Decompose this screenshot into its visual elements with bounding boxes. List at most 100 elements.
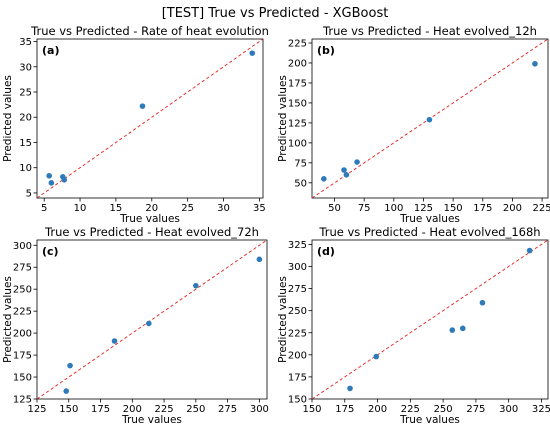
panel-d-title: True vs Predicted - Heat evolved_168h [318, 225, 540, 239]
panel-b: 50 75 100 125 150 175 200 225 50 75 100 125 150 175 20… [277, 24, 550, 225]
panel-c-ytick-label: 125 [13, 395, 32, 406]
panel-b-ytick-label: 100 [288, 138, 307, 149]
panel-c-xtick-label: 175 [91, 404, 110, 415]
panel-b-xtick-label: 125 [414, 203, 433, 214]
panel-b-ytick-label: 175 [288, 78, 307, 89]
panel-c-xtick-label: 150 [59, 404, 78, 415]
panel-b-xtick-label: 50 [328, 203, 341, 214]
panel-b-ytick-label: 50 [294, 178, 307, 189]
panel-c-data-point [67, 362, 73, 369]
panel-d-data-point [459, 325, 466, 332]
panel-b-xtick-label: 150 [444, 203, 463, 214]
panel-c-xtick-label: 200 [123, 404, 142, 415]
panel-d-data-point [526, 247, 533, 254]
panel-a-ytick-label: 15 [19, 138, 32, 149]
panel-d-xtick-label: 150 [302, 404, 321, 415]
panel-c-data-point [256, 256, 263, 263]
panel-c-identity-line [37, 240, 267, 399]
panel-c-ytick-label: 200 [13, 329, 32, 340]
panel-d-data-point [347, 385, 353, 392]
panel-b-ytick-label: 200 [288, 58, 307, 69]
panel-d-xlabel: True values [399, 414, 460, 424]
panel-c-xtick-label: 125 [27, 404, 46, 415]
panel-b-xtick-label: 100 [384, 203, 403, 214]
panel-b-xtick-label: 175 [473, 203, 492, 214]
panel-c-xlabel: True values [121, 414, 182, 424]
panel-c-data-point [63, 388, 70, 394]
panel-d-xtick-label: 275 [466, 404, 485, 415]
panel-b-data-point [341, 167, 347, 173]
panel-a-ylabel: Predicted values [2, 75, 14, 162]
panel-a-data-point [249, 50, 256, 56]
panel-c-label: (c) [42, 245, 59, 258]
panel-b-ytick-label: 150 [288, 98, 307, 109]
panel-a-data-point [46, 172, 52, 179]
panel-b-label: (b) [317, 44, 335, 57]
panel-d-ytick-label: 200 [288, 350, 307, 361]
panel-a-xtick-label: 5 [41, 203, 47, 214]
panel-a-ytick-label: 25 [19, 88, 32, 99]
panel-c-data-point [146, 320, 152, 327]
panel-c-ytick-label: 275 [13, 263, 32, 274]
panel-b-data-point [426, 116, 433, 123]
panel-d-ytick-label: 300 [288, 262, 307, 273]
panel-b-data-point [532, 60, 538, 67]
panel-a-xtick-label: 10 [74, 203, 87, 214]
panel-d-xtick-label: 175 [335, 404, 354, 415]
panel-a-ytick-label: 5 [26, 188, 32, 199]
panel-a-xlabel: True values [119, 213, 180, 225]
panel-d-xtick-label: 300 [499, 404, 518, 415]
panel-b-data-point [343, 172, 350, 178]
panel-d-ytick-label: 175 [288, 372, 307, 383]
panel-d-xtick-label: 325 [532, 404, 550, 415]
panel-d-data-point [373, 353, 380, 360]
panel-a-xtick-label: 30 [217, 203, 230, 214]
panel-c-title: True vs Predicted - Heat evolved_72h [44, 225, 259, 239]
panel-a-ytick-label: 20 [19, 113, 32, 124]
panel-a-data-point [139, 103, 146, 109]
panel-d-ytick-label: 150 [288, 395, 307, 406]
panel-a-data-point [61, 177, 68, 183]
panel-a-data-point [48, 180, 55, 186]
panel-c-ytick-label: 175 [13, 351, 32, 362]
panel-b-title: True vs Predicted - Heat evolved_12h [322, 24, 537, 38]
panel-d-ylabel: Predicted values [277, 276, 289, 363]
panel-d-identity-line [312, 240, 548, 399]
panel-a-xtick-label: 20 [145, 203, 158, 214]
panel-d-label: (d) [317, 245, 335, 258]
panel-b-xtick-label: 225 [533, 203, 550, 214]
panel-a-title: True vs Predicted - Rate of heat evoluti… [30, 24, 269, 38]
panel-b-data-point [354, 159, 360, 165]
figure-title: [TEST] True vs Predicted - XGBoost [162, 6, 389, 21]
panel-d-data-point [479, 299, 486, 306]
panel-b-ytick-label: 75 [294, 158, 307, 169]
panel-c-data-point [193, 282, 199, 289]
panel-c-xtick-label: 275 [218, 404, 237, 415]
panel-c-ytick-label: 250 [13, 285, 32, 296]
panel-c-ytick-label: 300 [13, 241, 32, 252]
panel-b-xlabel: True values [399, 213, 460, 225]
panel-c-ytick-label: 225 [13, 307, 32, 318]
panel-d-xtick-label: 250 [434, 404, 453, 415]
panel-b-xtick-label: 75 [358, 203, 371, 214]
panel-d-data-point [449, 327, 456, 333]
panel-a-label: (a) [42, 44, 59, 57]
panel-b-data-point [321, 176, 327, 182]
panel-a-ytick-label: 35 [19, 37, 32, 48]
panel-c-ylabel: Predicted values [2, 276, 14, 363]
panel-d-ytick-label: 225 [288, 328, 307, 339]
panel-c-data-point [111, 338, 118, 344]
panel-c-xtick-label: 225 [155, 404, 174, 415]
panel-d-ytick-label: 325 [288, 240, 307, 251]
panel-c-ytick-label: 150 [13, 373, 32, 384]
panel-a-xtick-label: 35 [253, 203, 266, 214]
panel-d-ytick-label: 250 [288, 306, 307, 317]
panel-c-xtick-label: 250 [186, 404, 205, 415]
panel-b-ytick-label: 225 [288, 38, 307, 49]
panel-b-ytick-label: 125 [288, 118, 307, 129]
panel-b-ylabel: Predicted values [277, 75, 289, 162]
panel-d-xtick-label: 225 [401, 404, 420, 415]
